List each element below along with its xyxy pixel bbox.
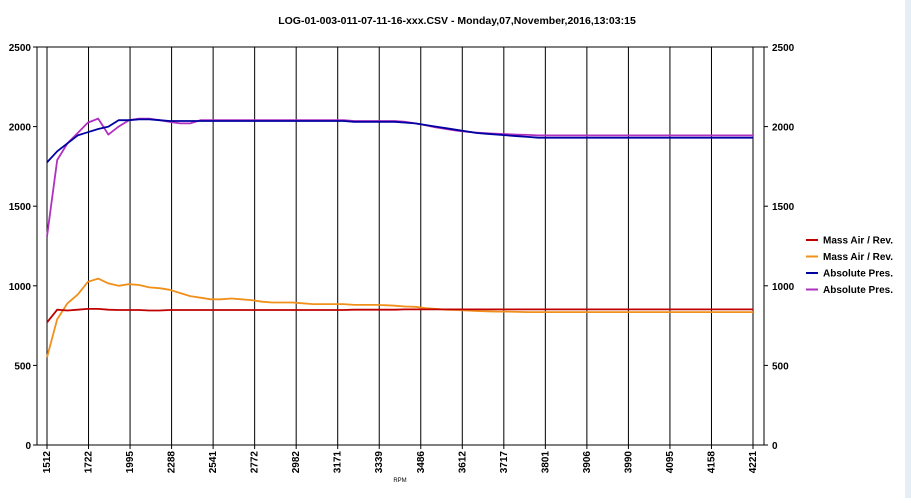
y-tick-label-left: 0 — [25, 441, 31, 452]
y-tick-label-left: 1500 — [9, 202, 32, 213]
series-layer — [46, 117, 753, 358]
x-axis-label: RPM — [393, 478, 406, 484]
x-tick-label: 4158 — [706, 451, 717, 474]
x-tick-label: 1512 — [42, 451, 53, 474]
y-tick-label-right: 0 — [772, 441, 778, 452]
y-tick-label-left: 1000 — [9, 282, 32, 293]
y-tick-label-right: 2500 — [772, 43, 795, 54]
y-tick-label-right: 1500 — [772, 202, 795, 213]
x-tick-label: 2541 — [208, 451, 219, 474]
series-line-1 — [46, 307, 753, 323]
y-tick-label-right: 500 — [772, 361, 789, 372]
x-tick-label: 3801 — [540, 451, 551, 474]
series-line-2 — [46, 277, 753, 358]
y-axis-left: 0 500 1000 1500 2000 2500 — [9, 43, 37, 452]
plot-area — [37, 47, 764, 445]
x-tick-label: 1722 — [84, 451, 95, 474]
legend-label: Mass Air / Rev. — [823, 236, 893, 247]
y-axis-right: 0 500 1000 1500 2000 2500 — [764, 43, 795, 452]
legend: Mass Air / Rev. Mass Air / Rev. Absolute P… — [806, 236, 893, 296]
x-tick-label: 1995 — [125, 451, 136, 474]
x-tick-label: 3906 — [582, 451, 593, 474]
y-tick-label-right: 1000 — [772, 282, 795, 293]
x-tick-label: 4221 — [748, 451, 759, 474]
x-tick-label: 2772 — [250, 451, 261, 474]
chart-title: LOG-01-003-011-07-11-16-xxx.CSV - Monday… — [278, 15, 636, 27]
legend-label: Mass Air / Rev. — [823, 252, 893, 263]
y-tick-label-left: 2500 — [9, 43, 32, 54]
y-tick-label-right: 2000 — [772, 123, 795, 134]
x-tick-label: 3486 — [416, 451, 427, 474]
x-tick-label: 3717 — [499, 451, 510, 474]
x-tick-label: 3171 — [333, 451, 344, 474]
window-edge — [905, 0, 911, 498]
x-tick-label: 2982 — [291, 451, 302, 474]
legend-label: Absolute Pres. — [823, 285, 893, 296]
y-tick-label-left: 2000 — [9, 123, 32, 134]
x-tick-label: 2288 — [167, 451, 178, 474]
x-tick-label: 3612 — [457, 451, 468, 474]
x-axis: 1512 1722 1995 2288 2541 2772 2982 3171 3339 3486… — [42, 445, 759, 473]
series-line-3 — [46, 118, 753, 164]
x-tick-label: 4095 — [665, 451, 676, 474]
grid-lines — [46, 47, 754, 445]
x-tick-label: 3339 — [374, 451, 385, 474]
plot-border — [36, 46, 765, 446]
legend-label: Absolute Pres. — [823, 269, 893, 280]
x-tick-label: 3990 — [623, 451, 634, 474]
y-tick-label-left: 500 — [14, 361, 31, 372]
